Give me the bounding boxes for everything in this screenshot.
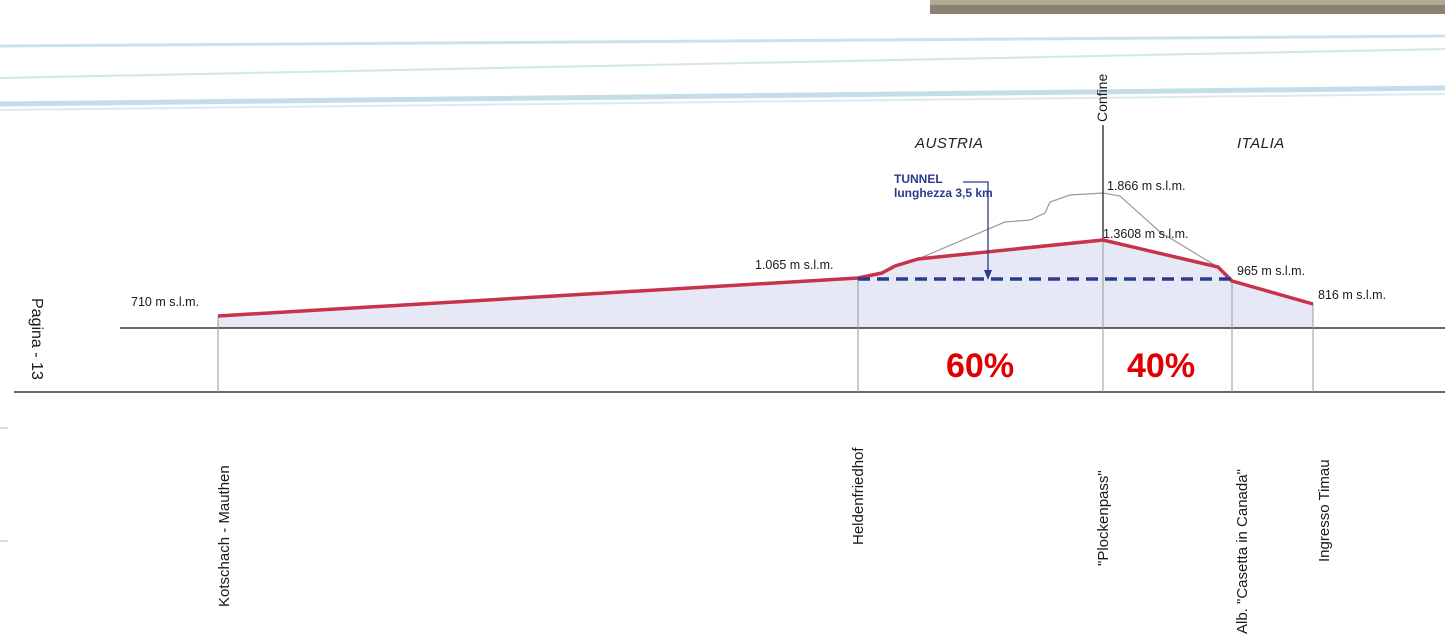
elevation-casetta: 965 m s.l.m. [1237, 264, 1305, 278]
tunnel-title: TUNNEL [894, 172, 943, 186]
elevation-pass-road: 1.3608 m s.l.m. [1103, 227, 1188, 241]
station-plockenpass: "Plockenpass" [1095, 470, 1112, 566]
confine-label: Confine [1094, 74, 1110, 122]
photo-fragment-highlight [930, 0, 1445, 5]
italia-share: 40% [1127, 347, 1195, 385]
station-ticks [217, 240, 1314, 392]
region-austria: AUSTRIA [914, 135, 984, 152]
tunnel-callout-leader [963, 181, 989, 274]
station-kotschach: Kotschach - Mauthen [216, 465, 233, 607]
tunnel-callout-arrow [984, 270, 992, 280]
elevation-timau: 816 m s.l.m. [1318, 288, 1386, 302]
page-number: Pagina - 13 [28, 298, 45, 380]
header-rules [0, 34, 1445, 111]
station-casetta: Alb. "Casetta in Canada" [1234, 469, 1251, 634]
road-profile-line [217, 238, 1314, 318]
elevation-heldenfriedhof: 1.065 m s.l.m. [755, 258, 834, 272]
region-italia: ITALIA [1237, 135, 1285, 152]
elevation-kotschach: 710 m s.l.m. [131, 295, 199, 309]
station-timau: Ingresso Timau [1316, 459, 1333, 562]
austria-share: 60% [946, 347, 1014, 385]
elevation-pass-surface: 1.866 m s.l.m. [1107, 179, 1186, 193]
terrain-surface-line [917, 192, 1219, 268]
tunnel-length: lunghezza 3,5 km [894, 186, 993, 200]
station-heldenfriedhof: Heldenfriedhof [850, 447, 867, 545]
